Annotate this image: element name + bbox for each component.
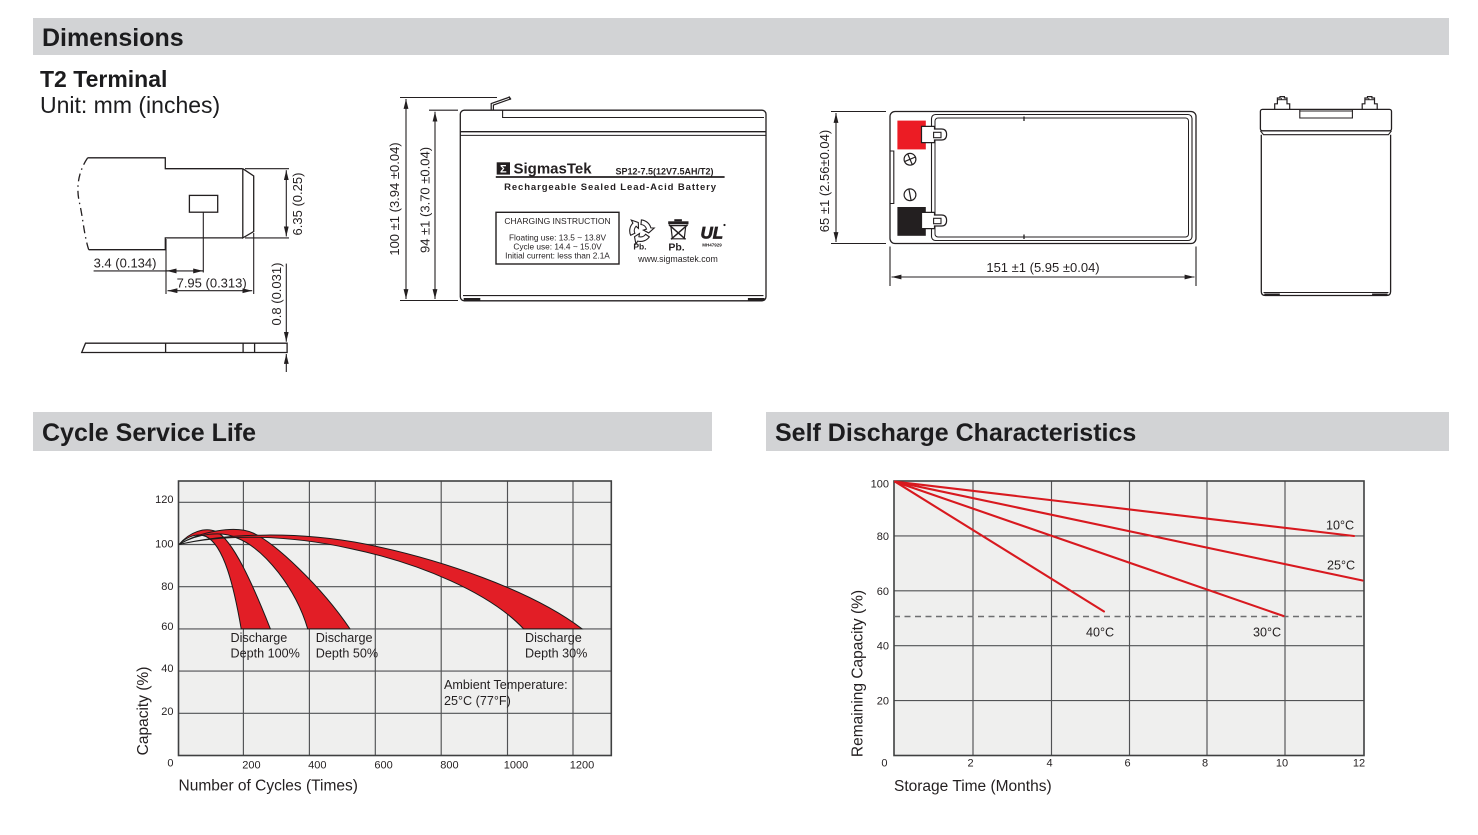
svg-text:MH47929: MH47929 bbox=[702, 243, 722, 248]
svg-text:Discharge: Discharge bbox=[231, 631, 288, 645]
svg-text:Depth 100%: Depth 100% bbox=[231, 647, 300, 661]
svg-text:6: 6 bbox=[1124, 757, 1130, 769]
svg-text:Number of Cycles (Times): Number of Cycles (Times) bbox=[179, 778, 358, 795]
svg-text:100: 100 bbox=[871, 479, 889, 491]
svg-text:80: 80 bbox=[877, 531, 889, 543]
svg-text:6.35 (0.25): 6.35 (0.25) bbox=[290, 173, 305, 236]
svg-text:Pb.: Pb. bbox=[668, 242, 684, 254]
svg-text:12: 12 bbox=[1353, 757, 1365, 769]
svg-text:CHARGING INSTRUCTION: CHARGING INSTRUCTION bbox=[504, 216, 610, 226]
svg-text:800: 800 bbox=[440, 760, 458, 772]
svg-text:60: 60 bbox=[877, 586, 889, 598]
svg-text:0.8 (0.031): 0.8 (0.031) bbox=[269, 263, 284, 326]
svg-text:Capacity (%): Capacity (%) bbox=[135, 667, 152, 756]
svg-text:Discharge: Discharge bbox=[525, 631, 582, 645]
svg-text:www.sigmastek.com: www.sigmastek.com bbox=[637, 254, 718, 264]
svg-text:40°C: 40°C bbox=[1086, 626, 1114, 640]
svg-text:Floating use: 13.5 ~ 13.8V: Floating use: 13.5 ~ 13.8V bbox=[509, 233, 607, 243]
svg-text:200: 200 bbox=[242, 760, 260, 772]
svg-text:20: 20 bbox=[877, 696, 889, 708]
svg-text:UL: UL bbox=[701, 224, 724, 243]
svg-text:Remaining Capacity (%): Remaining Capacity (%) bbox=[850, 590, 867, 757]
svg-text:100 ±1 (3.94 ±0.04): 100 ±1 (3.94 ±0.04) bbox=[387, 142, 402, 255]
svg-text:Ambient Temperature:: Ambient Temperature: bbox=[444, 678, 568, 692]
svg-text:10°C: 10°C bbox=[1326, 519, 1354, 533]
svg-text:3.4 (0.134): 3.4 (0.134) bbox=[94, 256, 157, 271]
svg-text:60: 60 bbox=[161, 621, 173, 633]
svg-text:Pb.: Pb. bbox=[633, 242, 646, 252]
svg-text:Depth 50%: Depth 50% bbox=[316, 647, 378, 661]
svg-text:Discharge: Discharge bbox=[316, 631, 373, 645]
svg-text:20: 20 bbox=[161, 706, 173, 718]
svg-text:1200: 1200 bbox=[570, 760, 594, 772]
svg-text:4: 4 bbox=[1046, 757, 1052, 769]
svg-text:8: 8 bbox=[1202, 757, 1208, 769]
svg-text:25°C: 25°C bbox=[1327, 559, 1355, 573]
svg-text:40: 40 bbox=[877, 641, 889, 653]
svg-text:30°C: 30°C bbox=[1253, 626, 1281, 640]
svg-text:SigmasTek: SigmasTek bbox=[514, 161, 593, 178]
svg-text:Rechargeable Sealed Lead-Acid: Rechargeable Sealed Lead-Acid Battery bbox=[504, 182, 717, 193]
svg-text:Σ: Σ bbox=[500, 164, 507, 176]
svg-text:94 ±1 (3.70 ±0.04): 94 ±1 (3.70 ±0.04) bbox=[418, 147, 433, 253]
svg-text:Cycle use: 14.4 ~ 15.0V: Cycle use: 14.4 ~ 15.0V bbox=[513, 242, 602, 252]
svg-text:10: 10 bbox=[1276, 757, 1288, 769]
svg-text:1000: 1000 bbox=[504, 760, 528, 772]
svg-text:SP12-7.5(12V7.5AH/T2): SP12-7.5(12V7.5AH/T2) bbox=[616, 167, 714, 177]
svg-text:65 ±1 (2.56±0.04): 65 ±1 (2.56±0.04) bbox=[817, 130, 832, 232]
svg-text:Depth 30%: Depth 30% bbox=[525, 647, 587, 661]
svg-text:Storage Time (Months): Storage Time (Months) bbox=[894, 778, 1052, 795]
svg-text:100: 100 bbox=[155, 539, 173, 551]
svg-text:400: 400 bbox=[308, 760, 326, 772]
svg-text:120: 120 bbox=[155, 494, 173, 506]
svg-text:7.95 (0.313): 7.95 (0.313) bbox=[177, 276, 247, 291]
svg-text:Initial current: less than 2.1: Initial current: less than 2.1A bbox=[505, 251, 610, 261]
svg-text:0: 0 bbox=[881, 757, 887, 769]
svg-text:80: 80 bbox=[161, 581, 173, 593]
svg-text:2: 2 bbox=[967, 757, 973, 769]
svg-text:600: 600 bbox=[374, 760, 392, 772]
svg-text:25°C (77°F): 25°C (77°F) bbox=[444, 694, 511, 708]
svg-text:0: 0 bbox=[167, 758, 173, 770]
svg-text:40: 40 bbox=[161, 663, 173, 675]
svg-text:151 ±1 (5.95 ±0.04): 151 ±1 (5.95 ±0.04) bbox=[986, 260, 1099, 275]
